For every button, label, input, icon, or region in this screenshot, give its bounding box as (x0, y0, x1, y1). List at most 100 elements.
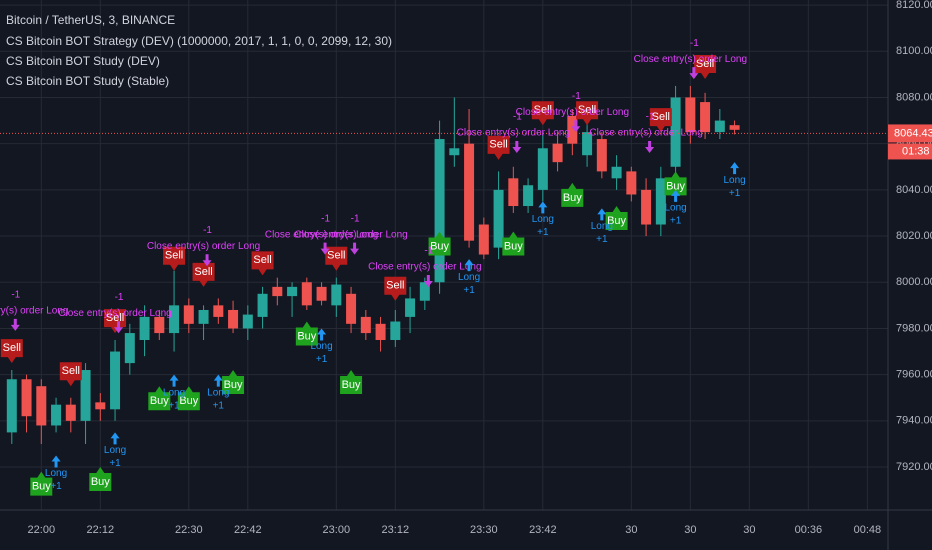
candle-body (198, 309, 209, 324)
candle-body (51, 404, 62, 426)
close-arrow (571, 120, 581, 133)
candle-body (641, 189, 652, 225)
sell-signal (325, 246, 348, 271)
x-tick-label: 23:12 (382, 524, 410, 536)
candle-body (375, 323, 386, 340)
long-text: Long (207, 387, 229, 398)
sell-text: Sell (327, 250, 345, 262)
x-tick-label: 30 (743, 524, 755, 536)
candle-body (272, 286, 283, 297)
y-tick-label: 8020.00 (896, 230, 932, 242)
sell-text: Sell (253, 254, 271, 266)
candle-body (287, 286, 298, 297)
sell-text: Sell (652, 111, 670, 123)
long-arrow (317, 328, 327, 341)
buy-text: Buy (563, 192, 582, 204)
y-tick-label: 8040.00 (896, 184, 932, 196)
long-text: Long (532, 214, 554, 225)
candle-body (685, 97, 696, 133)
sell-text: Sell (534, 104, 552, 116)
close-arrow (114, 321, 124, 334)
candle-body (552, 143, 563, 163)
sell-signal (163, 246, 186, 271)
y-tick-label: 7920.00 (896, 461, 932, 473)
buy-signal (89, 467, 112, 492)
candle-body (213, 305, 224, 317)
sell-text: Sell (489, 139, 507, 151)
long-text: Long (723, 175, 745, 186)
long-plus: +1 (729, 188, 741, 199)
close-arrow (512, 141, 522, 154)
sell-text: Sell (578, 104, 596, 116)
buy-signal (428, 231, 451, 256)
y-tick-label: 7940.00 (896, 415, 932, 427)
buy-text: Buy (224, 379, 243, 391)
sell-signal (649, 108, 672, 133)
x-tick-label: 30 (684, 524, 696, 536)
sell-signal (104, 309, 127, 334)
candle-body (582, 132, 593, 156)
candle-body (596, 139, 607, 172)
sell-text: Sell (62, 365, 80, 377)
close-text: Close entry(s) order Long (368, 262, 481, 273)
sell-text: Sell (194, 266, 212, 278)
long-plus: +1 (316, 354, 328, 365)
x-tick-label: 22:30 (175, 524, 203, 536)
candle-body (360, 316, 371, 334)
buy-text: Buy (150, 395, 169, 407)
close-arrow (350, 242, 360, 255)
close-text: Close entry(s) order Long (589, 128, 702, 139)
candle-body (478, 224, 489, 255)
long-arrow (169, 374, 179, 387)
buy-signal (295, 321, 318, 346)
candle-body (670, 97, 681, 167)
sell-text: Sell (106, 312, 124, 324)
candle-body (405, 298, 416, 317)
x-tick-label: 00:36 (795, 524, 823, 536)
close-minus: -1 (351, 213, 360, 224)
candle-body (464, 143, 475, 241)
close-minus: -1 (203, 225, 212, 236)
candle-body (80, 370, 91, 421)
candle-body (183, 305, 194, 324)
candle-body (655, 178, 666, 225)
y-tick-label: 8100.00 (896, 45, 932, 57)
last-price-label: 8064.43 (894, 127, 932, 139)
long-text: Long (458, 272, 480, 283)
candle-body (434, 139, 445, 283)
y-tick-label: 7980.00 (896, 322, 932, 334)
y-tick-label: 7960.00 (896, 369, 932, 381)
candle-body (390, 321, 401, 340)
long-arrow (51, 455, 61, 468)
buy-signal (561, 182, 584, 207)
buy-signal (340, 370, 363, 395)
candle-body (419, 282, 430, 301)
long-arrow (538, 201, 548, 214)
candle-body (449, 148, 460, 156)
candle-body (493, 189, 504, 248)
candle-body (301, 282, 312, 306)
close-text: Close entry(s) order Long (516, 107, 629, 118)
sell-signal (531, 101, 554, 126)
close-arrow (10, 318, 20, 331)
candle-body (169, 305, 180, 334)
candle-body (626, 171, 637, 195)
candle-body (523, 185, 534, 207)
candle-body (36, 386, 47, 426)
close-minus: -1 (572, 91, 581, 102)
indicator-label: CS Bitcoin BOT Study (DEV) (6, 54, 160, 68)
long-arrow (671, 189, 681, 202)
x-tick-label: 22:12 (87, 524, 115, 536)
long-arrow (464, 259, 474, 272)
candle-body (611, 166, 622, 179)
candle-body (65, 404, 76, 421)
close-text: Close entry(s) order Long (0, 306, 68, 317)
countdown-box (888, 143, 932, 160)
buy-signal (664, 171, 687, 196)
long-text: Long (310, 341, 332, 352)
close-minus: -1 (513, 112, 522, 123)
long-plus: +1 (168, 400, 180, 411)
candle-body (139, 316, 150, 340)
